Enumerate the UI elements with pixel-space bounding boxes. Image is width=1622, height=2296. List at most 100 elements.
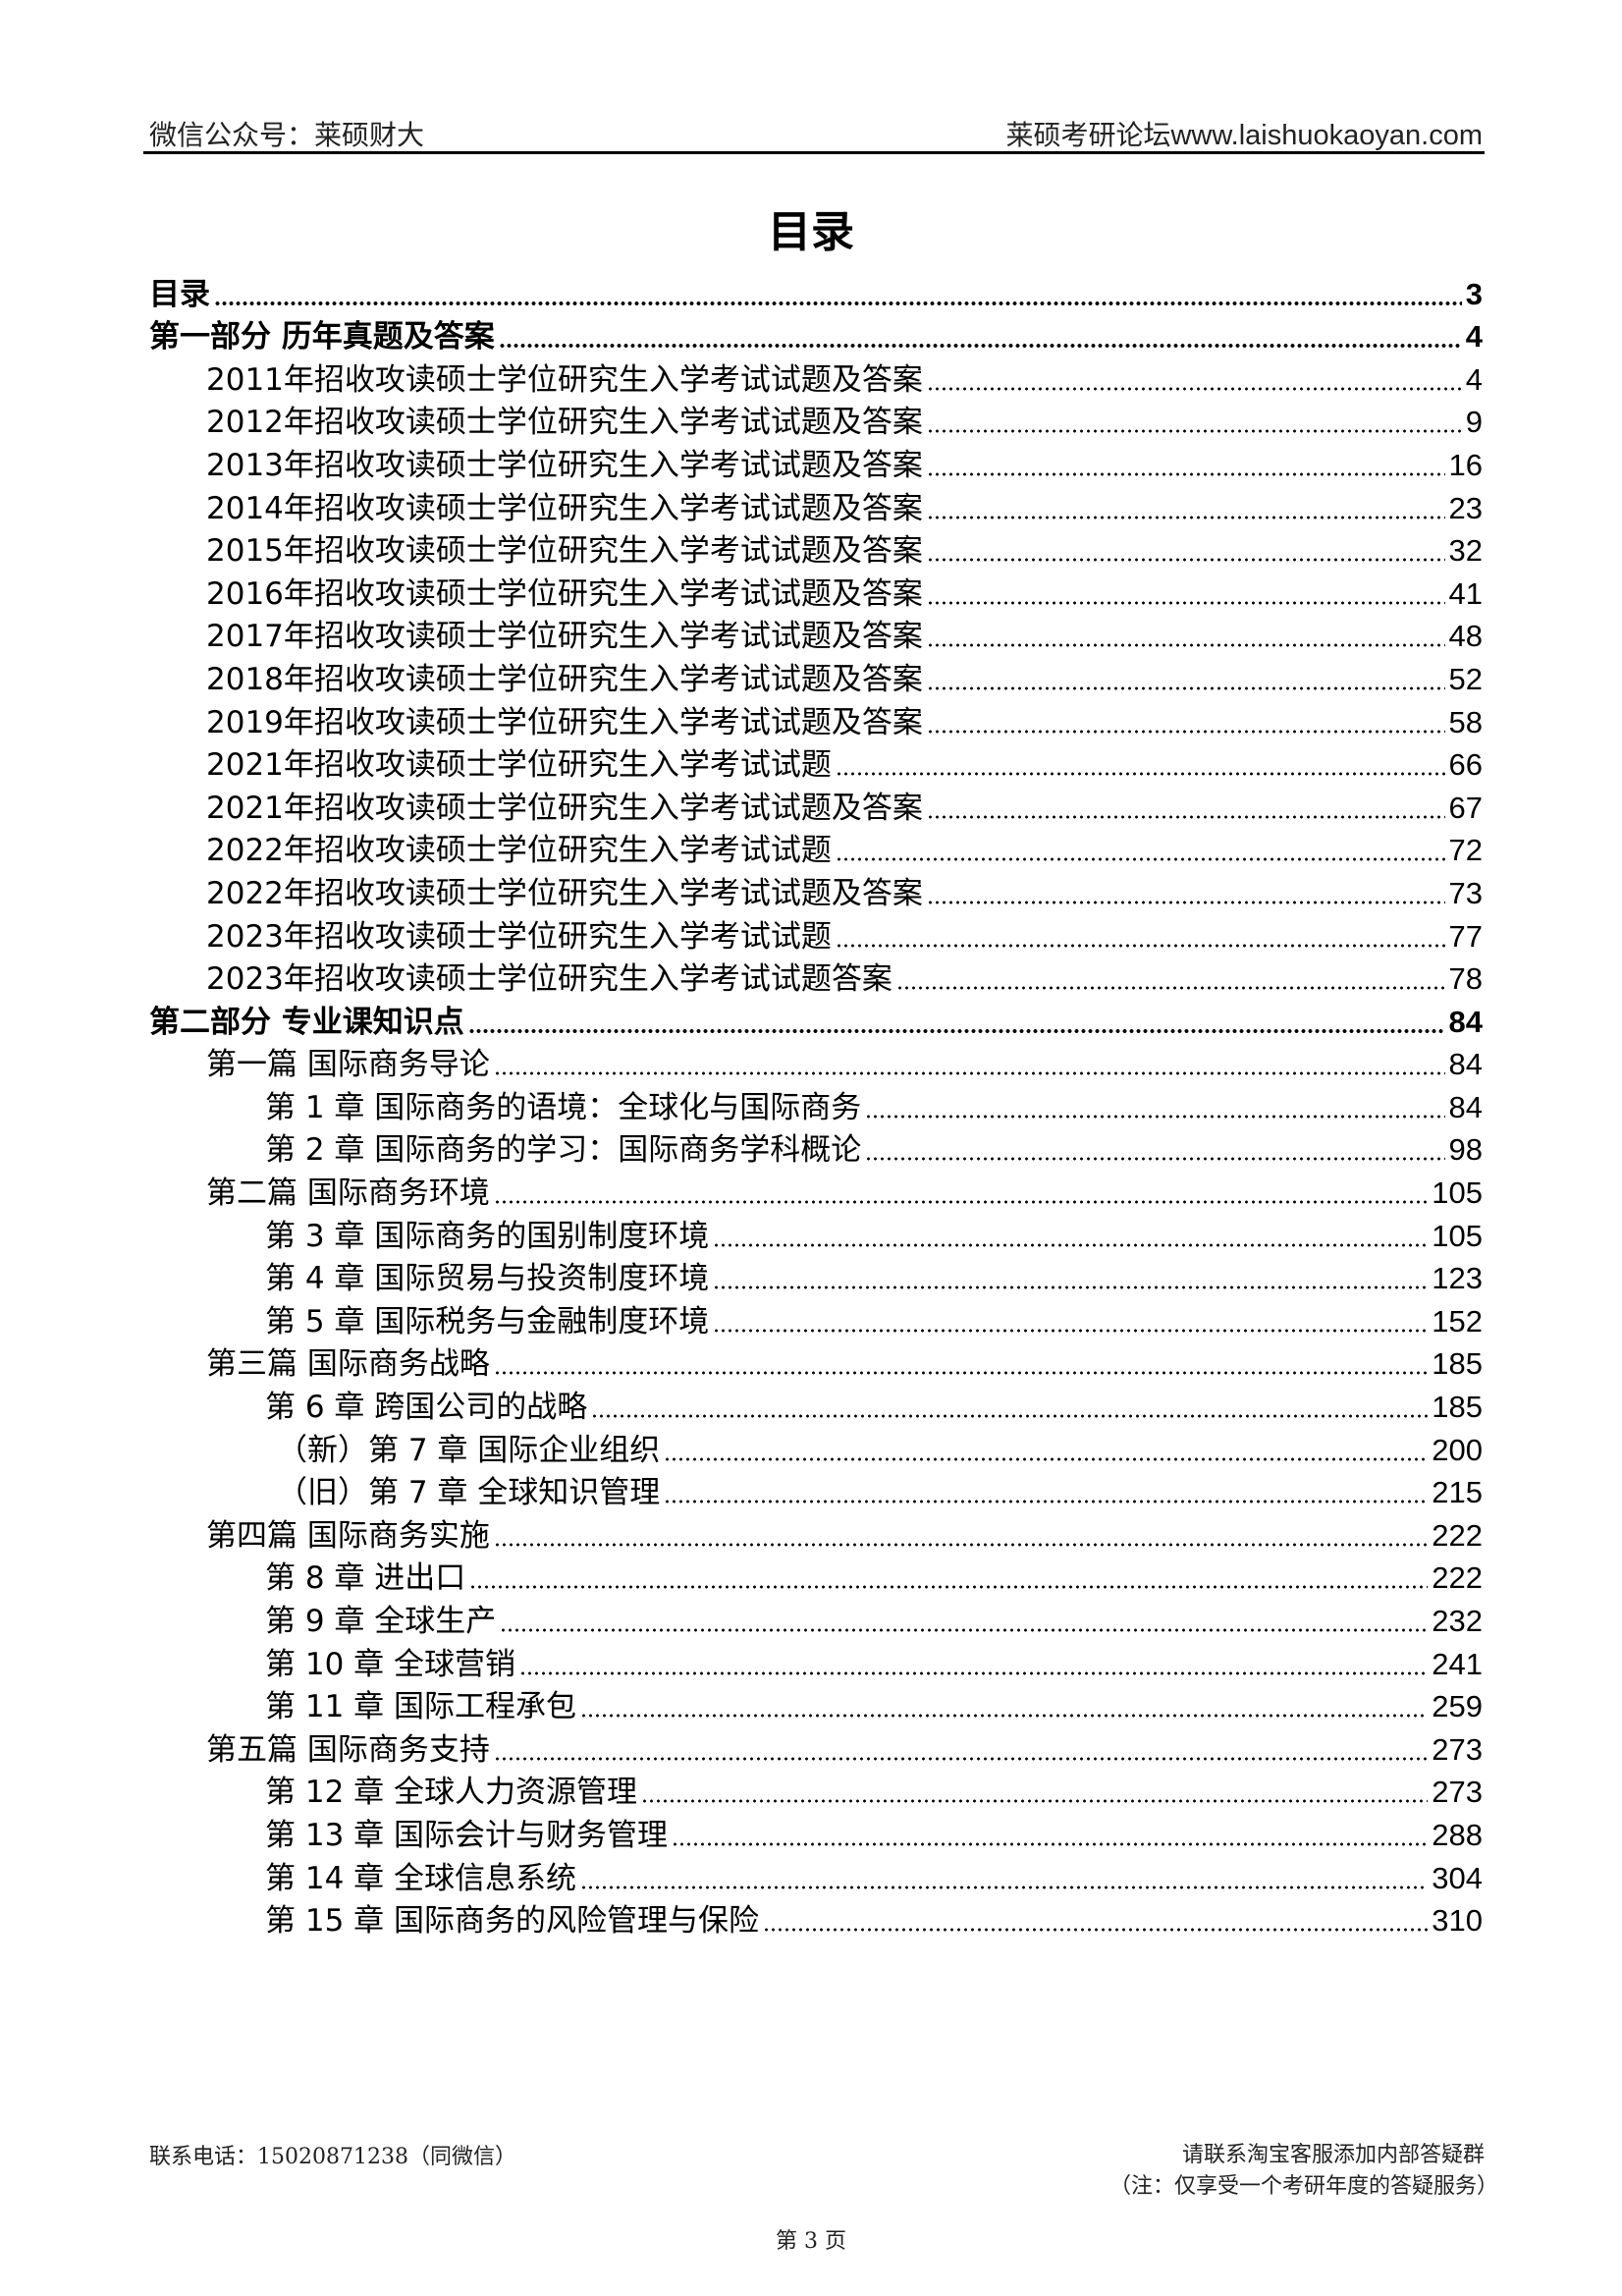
toc-entry[interactable]: 第 3 章 国际商务的国别制度环境 105: [149, 1213, 1483, 1256]
toc-entry-title: 第 15 章 国际商务的风险管理与保险: [265, 1903, 760, 1940]
toc-entry[interactable]: 2013年招收攻读硕士学位研究生入学考试试题及答案 16: [149, 442, 1483, 485]
dot-leader: [926, 813, 1445, 820]
toc-entry[interactable]: 第 11 章 国际工程承包 259: [149, 1684, 1483, 1727]
toc-entry[interactable]: 2019年招收攻读硕士学位研究生入学考试试题及答案 58: [149, 699, 1483, 742]
toc-entry[interactable]: 2015年招收攻读硕士学位研究生入学考试试题及答案 32: [149, 528, 1483, 572]
toc-entry[interactable]: 2021年招收攻读硕士学位研究生入学考试试题及答案 67: [149, 785, 1483, 828]
toc-entry[interactable]: 第 4 章 国际贸易与投资制度环境 123: [149, 1256, 1483, 1299]
toc-entry-title: 第四篇 国际商务实施: [206, 1517, 490, 1554]
dot-leader: [664, 1455, 1429, 1462]
toc-entry-title: 2022年招收攻读硕士学位研究生入学考试试题及答案: [206, 875, 923, 911]
toc-entry[interactable]: 第五篇 国际商务支持 273: [149, 1726, 1483, 1770]
dot-leader: [835, 856, 1445, 863]
toc-entry-title: 2023年招收攻读硕士学位研究生入学考试试题答案: [206, 961, 892, 998]
header-site-name: 莱硕考研论坛: [1005, 119, 1171, 151]
toc-entry[interactable]: 第 12 章 全球人力资源管理 273: [149, 1770, 1483, 1813]
toc-entry[interactable]: （新）第 7 章 国际企业组织 200: [149, 1427, 1483, 1470]
toc-entry-title: 2017年招收攻读硕士学位研究生入学考试试题及答案: [206, 619, 923, 655]
dot-leader: [493, 1370, 1429, 1377]
toc-entry-page: 9: [1465, 405, 1483, 440]
toc-entry-title: 第 5 章 国际税务与金融制度环境: [265, 1303, 710, 1339]
dot-leader: [926, 728, 1445, 735]
toc-entry[interactable]: 2018年招收攻读硕士学位研究生入学考试试题及答案 52: [149, 656, 1483, 699]
toc-entry-page: 232: [1432, 1604, 1483, 1638]
toc-entry[interactable]: 2022年招收攻读硕士学位研究生入学考试试题 72: [149, 828, 1483, 871]
toc-entry-page: 259: [1432, 1689, 1483, 1724]
toc-entry[interactable]: 第 9 章 全球生产 232: [149, 1598, 1483, 1641]
toc-entry-title: （新）第 7 章 国际企业组织: [277, 1432, 661, 1468]
toc-entry-title: 第 11 章 国际工程承包: [265, 1689, 577, 1725]
toc-entry-page: 3: [1465, 276, 1483, 311]
footer-note-line1: 请联系淘宝客服添加内部答疑群: [1181, 2143, 1485, 2167]
toc-entry-page: 98: [1448, 1132, 1483, 1168]
toc-entry[interactable]: 第四篇 国际商务实施 222: [149, 1512, 1483, 1556]
toc-entry[interactable]: 第 10 章 全球营销 241: [149, 1641, 1483, 1684]
toc-entry-title: 2014年招收攻读硕士学位研究生入学考试试题及答案: [206, 490, 923, 526]
toc-entry-page: 185: [1432, 1346, 1483, 1382]
toc-entry-page: 241: [1432, 1646, 1483, 1681]
toc-entry-page: 84: [1448, 1004, 1483, 1039]
toc-entry-page: 152: [1432, 1303, 1483, 1339]
dot-leader: [580, 1713, 1429, 1720]
toc-entry-page: 273: [1432, 1731, 1483, 1767]
toc-entry-title: 第 12 章 全球人力资源管理: [265, 1775, 638, 1811]
toc-entry-page: 52: [1448, 661, 1483, 696]
toc-entry[interactable]: 2023年招收攻读硕士学位研究生入学考试试题答案 78: [149, 957, 1483, 1000]
header-left: 微信公众号：莱硕财大: [149, 119, 425, 151]
toc-entry-page: 67: [1448, 790, 1483, 825]
toc-entry[interactable]: 第 5 章 国际税务与金融制度环境 152: [149, 1298, 1483, 1341]
toc-entry[interactable]: 2017年招收攻读硕士学位研究生入学考试试题及答案 48: [149, 614, 1483, 657]
toc-entry[interactable]: 2021年招收攻读硕士学位研究生入学考试试题 66: [149, 742, 1483, 786]
toc-entry[interactable]: 第一篇 国际商务导论 84: [149, 1042, 1483, 1085]
dot-leader: [926, 899, 1445, 905]
toc-entry-title: 第 8 章 进出口: [265, 1560, 466, 1597]
toc-entry[interactable]: 2016年招收攻读硕士学位研究生入学考试试题及答案 41: [149, 571, 1483, 614]
toc-entry-title: 目录: [149, 276, 210, 312]
toc-entry[interactable]: 2012年招收攻读硕士学位研究生入学考试试题及答案 9: [149, 400, 1483, 443]
toc-entry[interactable]: 2022年招收攻读硕士学位研究生入学考试试题及答案 73: [149, 870, 1483, 913]
toc-entry[interactable]: 第 8 章 进出口 222: [149, 1556, 1483, 1599]
toc-entry[interactable]: 第一部分 历年真题及答案 4: [149, 314, 1483, 357]
toc-entry[interactable]: 2014年招收攻读硕士学位研究生入学考试试题及答案 23: [149, 485, 1483, 528]
toc-entry-title: 2012年招收攻读硕士学位研究生入学考试试题及答案: [206, 405, 923, 441]
toc-entry-title: 2015年招收攻读硕士学位研究生入学考试试题及答案: [206, 533, 923, 570]
dot-leader: [835, 942, 1445, 949]
toc-entry-page: 58: [1448, 704, 1483, 739]
toc-entry-title: 第 3 章 国际商务的国别制度环境: [265, 1218, 710, 1254]
toc-entry-title: 第 10 章 全球营销: [265, 1646, 516, 1682]
toc-entry-page: 123: [1432, 1261, 1483, 1296]
dot-leader: [926, 385, 1462, 392]
toc-entry[interactable]: 第三篇 国际商务战略 185: [149, 1341, 1483, 1385]
toc-entry-page: 77: [1448, 918, 1483, 954]
toc-entry[interactable]: 第 15 章 国际商务的风险管理与保险 310: [149, 1898, 1483, 1941]
toc-entry[interactable]: 第二篇 国际商务环境 105: [149, 1170, 1483, 1213]
toc-entry-page: 215: [1432, 1475, 1483, 1510]
toc-entry-page: 4: [1465, 319, 1483, 355]
toc-entry-page: 222: [1432, 1517, 1483, 1553]
toc-entry-page: 200: [1432, 1432, 1483, 1467]
dot-leader: [641, 1798, 1429, 1805]
toc-entry-page: 73: [1448, 875, 1483, 910]
toc-entry[interactable]: 目录 3: [149, 271, 1483, 314]
toc-entry[interactable]: 第 2 章 国际商务的学习：国际商务学科概论 98: [149, 1127, 1483, 1171]
dot-leader: [580, 1884, 1429, 1890]
toc-entry-title: 2023年招收攻读硕士学位研究生入学考试试题: [206, 918, 832, 955]
header-rule: [143, 151, 1485, 154]
toc-entry-title: 第三篇 国际商务战略: [206, 1346, 490, 1383]
toc-entry-page: 84: [1448, 1047, 1483, 1082]
toc-entry[interactable]: 第 13 章 国际会计与财务管理 288: [149, 1812, 1483, 1855]
toc-entry-page: 48: [1448, 619, 1483, 654]
toc-entry[interactable]: 2011年招收攻读硕士学位研究生入学考试试题及答案 4: [149, 356, 1483, 400]
dot-leader: [498, 343, 1462, 350]
dot-leader: [865, 1113, 1445, 1120]
toc-entry[interactable]: 第 6 章 跨国公司的战略 185: [149, 1384, 1483, 1427]
dot-leader: [519, 1669, 1429, 1676]
toc-entry[interactable]: 第 14 章 全球信息系统 304: [149, 1855, 1483, 1898]
toc-entry[interactable]: （旧）第 7 章 全球知识管理 215: [149, 1470, 1483, 1513]
toc-entry[interactable]: 2023年招收攻读硕士学位研究生入学考试试题 77: [149, 913, 1483, 957]
dot-leader: [835, 771, 1445, 778]
toc-entry[interactable]: 第 1 章 国际商务的语境：全球化与国际商务 84: [149, 1084, 1483, 1127]
footer-contact: 联系电话：15020871238（同微信）: [149, 2145, 516, 2169]
toc-entry[interactable]: 第二部分 专业课知识点 84: [149, 999, 1483, 1042]
toc-entry-page: 105: [1432, 1175, 1483, 1211]
